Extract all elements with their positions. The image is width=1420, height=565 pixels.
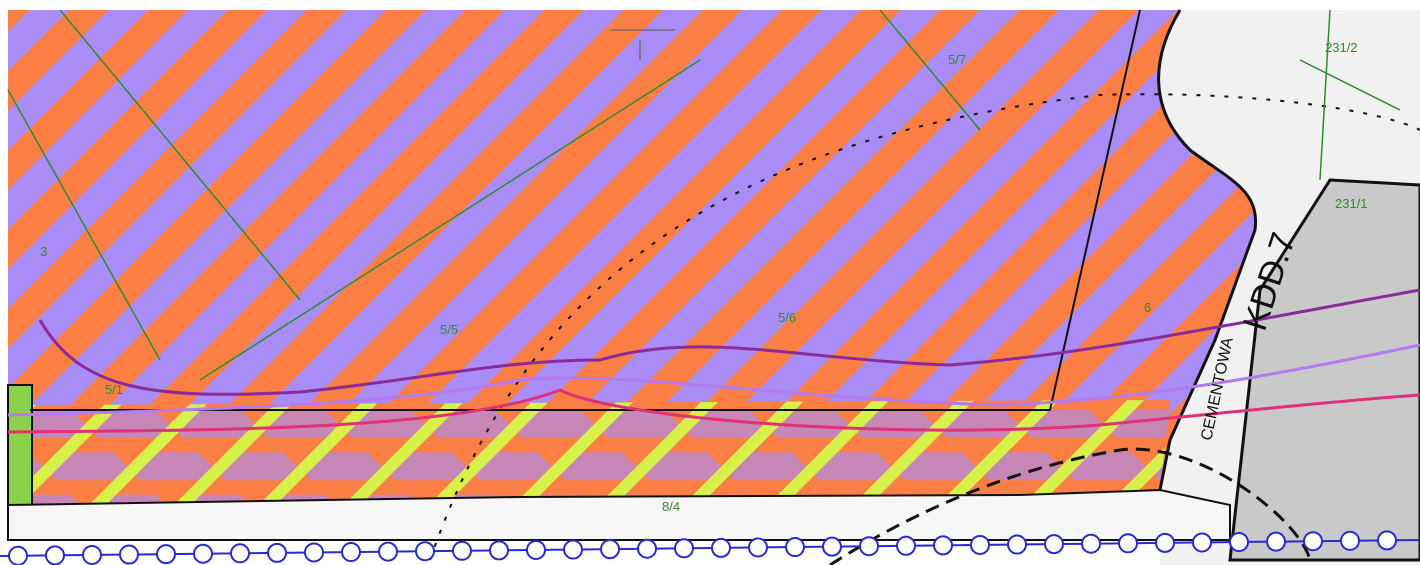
utility-marker [378, 541, 398, 562]
utility-marker [1266, 531, 1286, 552]
utility-marker [1044, 534, 1064, 555]
plot-label: 8/4 [662, 499, 680, 514]
plot-label: 231/2 [1325, 40, 1358, 55]
road-edge [1157, 9, 1258, 491]
utility-marker [859, 536, 879, 557]
parcel-lines [7, 9, 1401, 381]
utility-marker [637, 538, 657, 559]
plot-label: 5/5 [440, 322, 458, 337]
utility-marker [45, 545, 65, 565]
utility-marker [1155, 532, 1175, 553]
purple-line [38, 288, 1420, 396]
utility-marker [156, 544, 176, 565]
dashed-line [829, 447, 1312, 565]
plot-label: 231/1 [1335, 196, 1368, 211]
utility-marker [8, 545, 28, 565]
utility-marker [1377, 530, 1397, 551]
dotted-line [429, 93, 1420, 561]
utility-marker [785, 537, 805, 558]
utility-marker [711, 537, 731, 558]
violet-line [7, 343, 1420, 417]
plot-label: 3 [40, 244, 47, 259]
utility-marker [1340, 530, 1360, 551]
utility-marker [119, 544, 139, 565]
utility-marker [452, 540, 472, 561]
utility-marker [674, 538, 694, 559]
utility-marker [896, 535, 916, 556]
hatched-zone [30, 400, 1170, 505]
utility-marker [1303, 531, 1323, 552]
utility-marker [1192, 532, 1212, 553]
plot-label: 5/6 [778, 310, 796, 325]
striped-zone [8, 10, 1256, 505]
utility-marker [1081, 533, 1101, 554]
utility-marker [600, 539, 620, 560]
utility-marker [304, 542, 324, 563]
utility-marker [748, 537, 768, 558]
plot-label: 5/7 [948, 52, 966, 67]
utility-marker [1007, 534, 1027, 555]
utility-marker [970, 534, 990, 555]
utility-marker [267, 542, 287, 563]
utility-marker [1118, 533, 1138, 554]
utility-marker [193, 543, 213, 564]
plot-label: 5/1 [105, 382, 123, 397]
utility-marker [526, 539, 546, 560]
utility-marker [489, 540, 509, 561]
crosshair [610, 29, 675, 60]
boundaries [7, 9, 1420, 565]
block [1228, 178, 1420, 562]
utility-marker [415, 541, 435, 562]
utility-marker [82, 544, 102, 565]
utility-marker [822, 536, 842, 557]
pink-line [7, 388, 1420, 434]
plan-boundary [30, 9, 1141, 411]
utility-markers [8, 530, 1397, 565]
utility-marker [563, 539, 583, 560]
plot-label: 6 [1144, 300, 1151, 315]
road [7, 488, 1231, 541]
utility-marker [933, 535, 953, 556]
utility-marker [230, 543, 250, 564]
utility-marker [1229, 532, 1249, 553]
utility-marker [341, 542, 361, 563]
green-patch [7, 384, 33, 506]
